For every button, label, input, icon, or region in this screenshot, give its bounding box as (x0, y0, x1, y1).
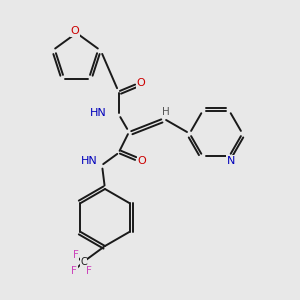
Text: C: C (80, 256, 87, 267)
Text: HN: HN (90, 107, 106, 118)
Text: F: F (73, 250, 79, 260)
Text: O: O (70, 26, 80, 37)
Text: O: O (137, 156, 146, 167)
Text: F: F (71, 266, 77, 276)
Text: O: O (136, 78, 146, 88)
Text: H: H (162, 107, 170, 117)
Text: HN: HN (81, 155, 98, 166)
Text: F: F (85, 266, 91, 277)
Text: N: N (226, 156, 235, 166)
